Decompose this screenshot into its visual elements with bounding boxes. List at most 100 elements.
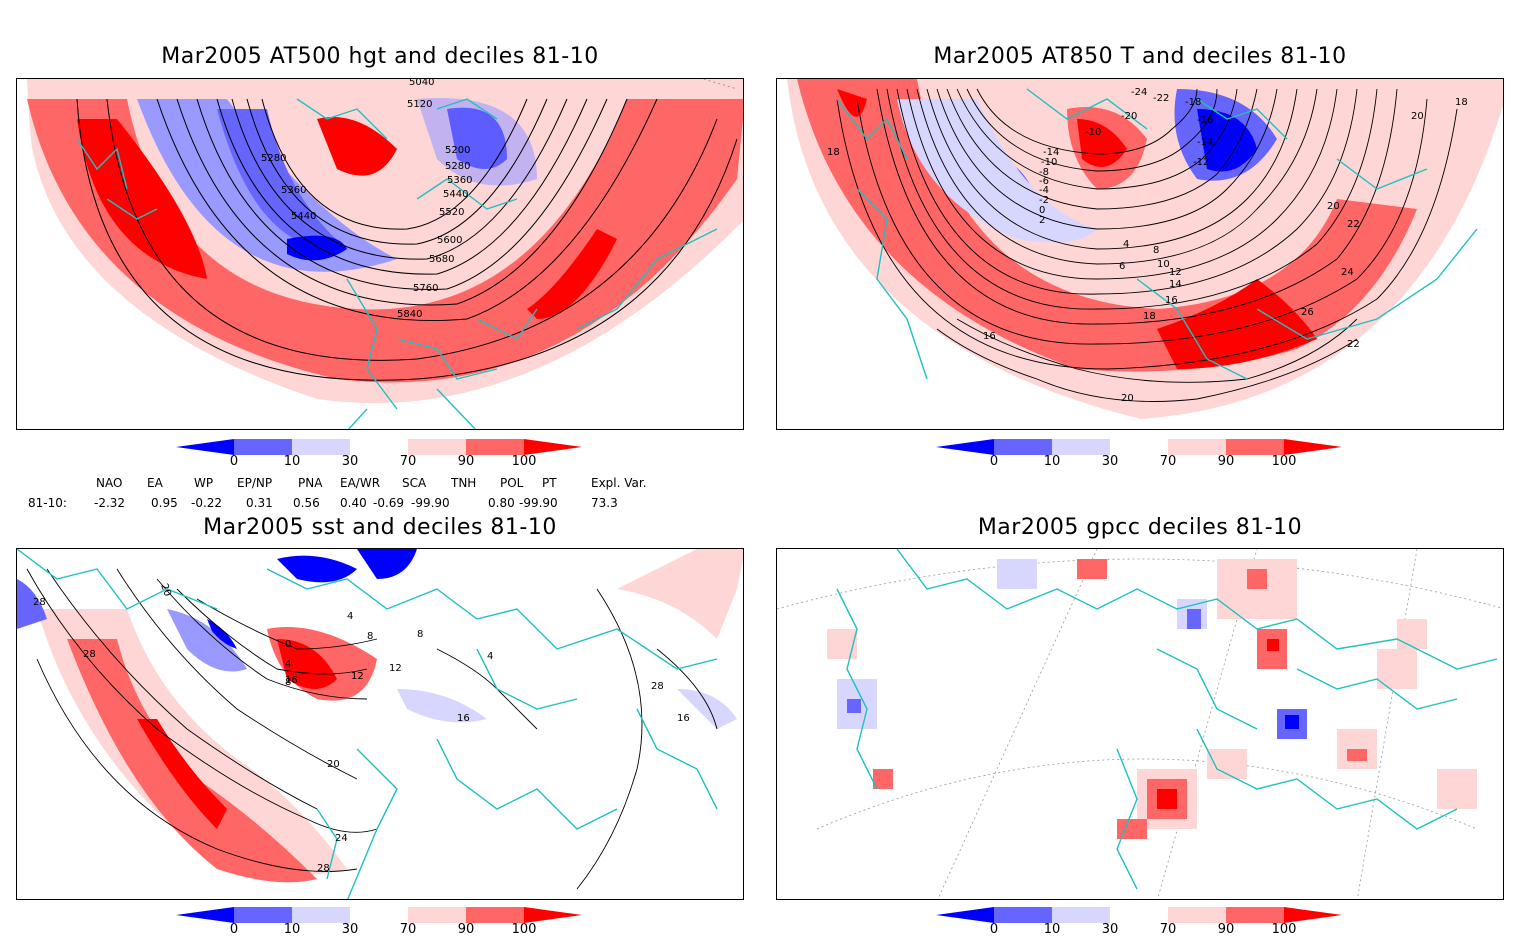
colorbar-tick: 100 [511,454,537,469]
colorbar-swatches [176,907,582,923]
map-sst: 20 28 28 0 4 8 12 16 4 8 12 16 20 24 28 … [17,549,743,899]
colorbar-tick: 0 [989,922,999,937]
panel-title-gpcc: Mar2005 gpcc deciles 81-10 [977,515,1303,540]
index-header: PNA [298,476,323,490]
contour-label: 26 [1301,307,1314,318]
colorbar-tick: 30 [341,922,359,937]
contour-label: -6 [1039,176,1049,187]
contour-label: -12 [1193,157,1209,168]
index-value: 0.95 [151,496,178,510]
contour-label: -22 [1153,93,1169,104]
panel-title-t850: Mar2005 AT850 T and deciles 81-10 [933,44,1347,69]
colorbar-hgt: 0 10 30 70 90 100 [176,438,596,472]
contour-label: 16 [1165,295,1178,306]
contour-label: 16 [285,675,298,686]
contour-label: 16 [983,331,996,342]
contour-label: -18 [1185,97,1201,108]
index-value: 0.40 [340,496,367,510]
contour-label: 0 [285,639,291,650]
index-header: Expl. Var. [591,476,647,490]
contour-label: 4 [347,611,353,622]
contour-label: 18 [1455,97,1468,108]
index-value: -2.32 [94,496,126,510]
index-value: 0.31 [246,496,273,510]
contour-label: 28 [33,597,46,608]
map-hgt500: 5040 5120 5200 5280 5360 5440 5520 5600 … [17,79,743,429]
colorbar-sst: 0 10 30 70 90 100 [176,906,596,940]
colorbar-tick: 70 [1159,922,1177,937]
colorbar-tick: 70 [399,922,417,937]
contour-label: 8 [417,629,423,640]
contour-label: 12 [1169,267,1182,278]
panel-title-sst: Mar2005 sst and deciles 81-10 [203,515,557,540]
teleconnection-indices: NAO EA WP EP/NP PNA EA/WR SCA TNH POL PT… [0,474,760,514]
index-header: PT [542,476,557,490]
map-panel-t850: -24 -22 -18 -20 -16 -14 -10 -12 -14 -10 … [776,78,1504,430]
map-gpcc [777,549,1503,899]
index-header: EA/WR [340,476,381,490]
contour-label: 0 [1039,205,1045,216]
contour-label: 8 [285,677,291,688]
contour-label: 5440 [291,211,316,222]
colorbar-tick: 100 [1271,922,1297,937]
contour-label: 28 [317,863,330,874]
contour-label: -14 [1197,137,1213,148]
contour-label: 5360 [281,185,306,196]
map-t850: -24 -22 -18 -20 -16 -14 -10 -12 -14 -10 … [777,79,1503,429]
contour-label: 12 [389,663,402,674]
contour-label: 2 [1039,215,1045,226]
contour-label: 22 [1347,219,1360,230]
contour-label: 16 [457,713,470,724]
contour-label: 5520 [439,207,464,218]
index-row-label: 81-10: [28,496,67,510]
index-value: -0.69 [373,496,405,510]
contour-label: -8 [1039,167,1049,178]
contour-label: -10 [1041,157,1057,168]
contour-label: 24 [1341,267,1354,278]
colorbar-t850: 0 10 30 70 90 100 [936,438,1356,472]
contour-label: -24 [1131,87,1147,98]
contour-label: 6 [1119,261,1125,272]
contour-label: 12 [351,671,364,682]
index-header: NAO [96,476,123,490]
contour-label: 5200 [445,145,470,156]
contour-label: -4 [1039,185,1049,196]
colorbar-tick: 30 [1101,922,1119,937]
contour-label: 18 [1143,311,1156,322]
contour-label: 20 [1327,201,1340,212]
index-value: 73.3 [591,496,618,510]
contour-label: 5840 [397,309,422,320]
colorbar-tick: 10 [1043,922,1061,937]
contour-label: 24 [335,833,348,844]
contour-label: 4 [285,659,291,670]
contour-label: 18 [827,147,840,158]
colorbar-tick: 100 [511,922,537,937]
contour-label: -14 [1043,147,1059,158]
map-panel-gpcc [776,548,1504,900]
colorbar-tick: 10 [1043,454,1061,469]
contour-label: 20 [158,582,173,598]
colorbar-tick: 10 [283,922,301,937]
contour-label: 20 [1121,393,1134,404]
index-header: SCA [402,476,427,490]
contour-label: 28 [83,649,96,660]
colorbar-swatches [176,439,582,455]
colorbar-tick: 90 [1217,922,1235,937]
contour-label: 5120 [407,99,432,110]
colorbar-tick: 30 [1101,454,1119,469]
colorbar-tick: 90 [1217,454,1235,469]
panel-title-hgt: Mar2005 AT500 hgt and deciles 81-10 [161,44,599,69]
map-panel-sst: 20 28 28 0 4 8 12 16 4 8 12 16 20 24 28 … [16,548,744,900]
index-value: 0.56 [293,496,320,510]
contour-label: 5760 [413,283,438,294]
index-value: -99.90 [519,496,558,510]
contour-label: 20 [1411,111,1424,122]
colorbar-tick: 0 [989,454,999,469]
index-header: EA [147,476,163,490]
index-header: EP/NP [237,476,273,490]
contour-label: 5680 [429,254,454,265]
colorbar-swatches [936,907,1342,923]
colorbar-swatches [936,439,1342,455]
colorbar-gpcc: 0 10 30 70 90 100 [936,906,1356,940]
contour-label: 4 [1123,239,1129,250]
